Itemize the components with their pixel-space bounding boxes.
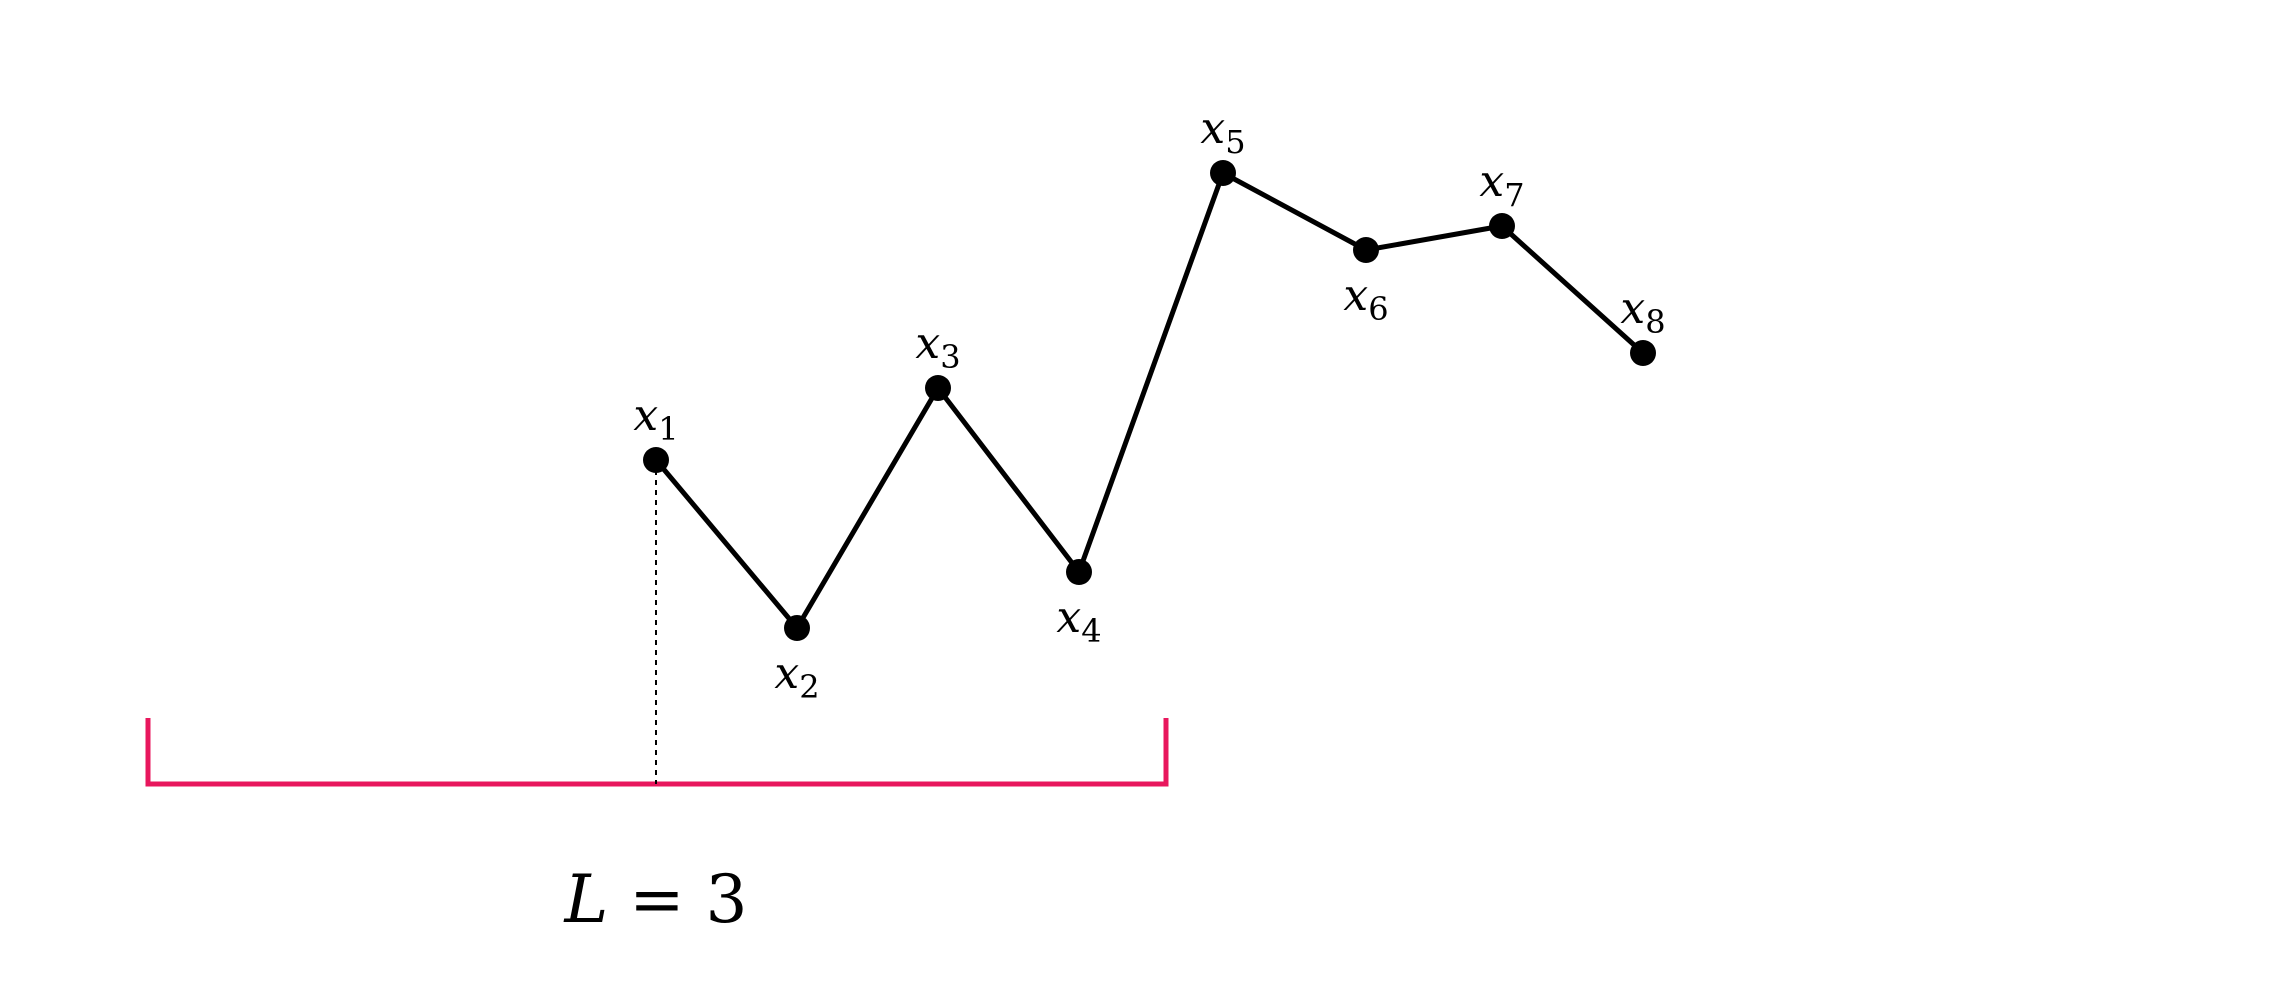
point-x7 [1489, 213, 1515, 239]
point-label-x2: x2 [774, 648, 819, 706]
point-label-base: x [1620, 283, 1645, 334]
point-label-base: x [1343, 270, 1368, 321]
point-label-subscript: 4 [1081, 612, 1101, 650]
point-label-subscript: 7 [1504, 176, 1524, 214]
point-label-base: x [1479, 156, 1504, 207]
point-x1 [643, 447, 669, 473]
point-label-subscript: 5 [1225, 123, 1245, 161]
point-x6 [1353, 237, 1379, 263]
point-label-base: x [915, 318, 940, 369]
point-label-base: x [1200, 103, 1225, 154]
series-line [654, 170, 1645, 631]
point-label-base: x [633, 390, 658, 441]
point-label-subscript: 6 [1368, 290, 1388, 328]
point-label-subscript: 8 [1645, 303, 1665, 341]
window-size-label: L = 3 [563, 861, 747, 938]
point-label-x5: x5 [1200, 103, 1245, 161]
point-label-subscript: 2 [799, 668, 819, 706]
point-label-x6: x6 [1343, 270, 1388, 328]
point-label-x3: x3 [915, 318, 960, 376]
point-label-x8: x8 [1620, 283, 1665, 341]
point-label-x1: x1 [633, 390, 678, 448]
point-label-base: x [774, 648, 799, 699]
point-x3 [925, 375, 951, 401]
window-bracket-group: L = 3 [145, 460, 1169, 938]
point-x4 [1066, 559, 1092, 585]
point-label-x4: x4 [1056, 592, 1101, 650]
point-label-subscript: 3 [940, 338, 960, 376]
point-x2 [784, 615, 810, 641]
window-size-variable: L [563, 861, 608, 938]
point-label-subscript: 1 [658, 410, 678, 448]
point-x5 [1210, 160, 1236, 186]
point-label-x7: x7 [1479, 156, 1524, 214]
point-x8 [1630, 340, 1656, 366]
window-size-value: = 3 [608, 861, 747, 938]
point-label-base: x [1056, 592, 1081, 643]
